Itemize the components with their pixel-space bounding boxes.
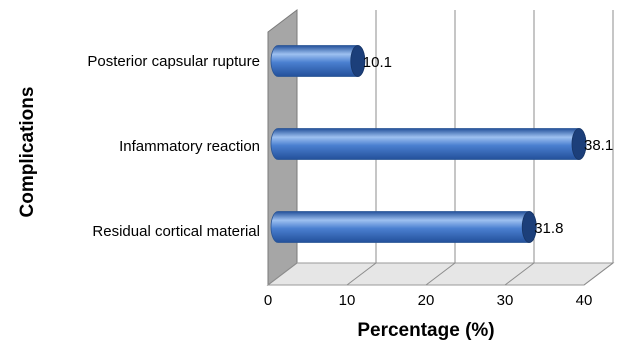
- gridline-floor: [346, 262, 377, 286]
- bars: [270, 45, 587, 243]
- x-tick-label: 40: [576, 292, 593, 309]
- y-axis-title: Complications: [17, 87, 38, 218]
- gridline-floor: [425, 262, 456, 286]
- bar-body: [270, 211, 537, 243]
- x-tick-label: 0: [264, 292, 272, 309]
- data-label: 38.1: [584, 137, 613, 154]
- x-tick-label: 30: [497, 292, 514, 309]
- bar-cap: [521, 211, 537, 243]
- gridline-floor: [267, 262, 298, 286]
- bar: [270, 128, 587, 160]
- category-label: Infammatory reaction: [119, 138, 260, 155]
- bar-cap: [350, 45, 366, 77]
- category-label: Residual cortical material: [92, 223, 260, 240]
- category-label: Posterior capsular rupture: [87, 53, 260, 70]
- x-tick-label: 10: [339, 292, 356, 309]
- bar-body: [270, 128, 587, 160]
- x-axis-title: Percentage (%): [357, 320, 494, 341]
- data-label: 10.1: [363, 54, 392, 71]
- bar: [270, 45, 366, 77]
- bar-cap: [571, 128, 587, 160]
- chart-labels: 0 10 20 30 40 10.1 Posterior capsular rupture 3…: [17, 53, 613, 341]
- gridline-floor: [504, 262, 535, 286]
- gridline-floor: [583, 262, 614, 286]
- x-tick-label: 20: [418, 292, 435, 309]
- bar: [270, 211, 537, 243]
- data-label: 31.8: [534, 220, 563, 237]
